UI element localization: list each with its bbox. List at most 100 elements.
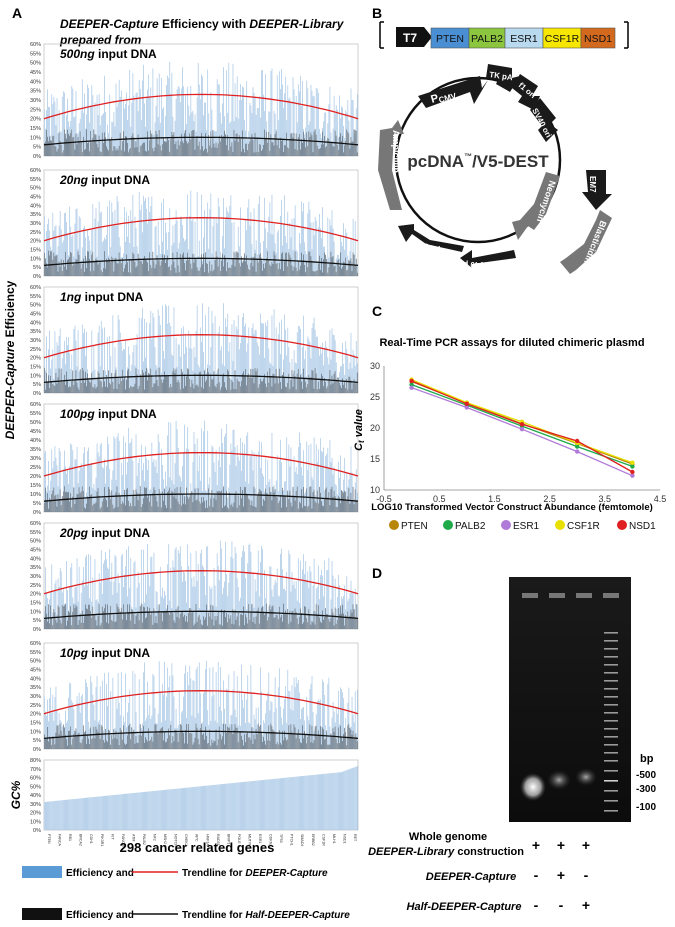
half-efficiency-bar [94,738,96,749]
efficiency-bar [45,451,46,512]
efficiency-bar [203,431,204,512]
half-efficiency-bar [342,491,343,512]
half-efficiency-bar [55,255,57,276]
gc-bar [54,800,56,830]
gc-bar [262,780,263,830]
half-efficiency-bar [289,732,291,749]
gc-bar [62,800,64,830]
half-efficiency-bar [108,150,109,156]
half-efficiency-bar [51,140,53,156]
half-efficiency-bar [158,731,160,749]
half-efficiency-bar [177,379,179,393]
efficiency-bar [201,74,202,156]
half-efficiency-bar [213,269,215,276]
efficiency-bar [265,74,267,156]
half-efficiency-bar [245,261,246,276]
efficiency-bar [321,238,322,276]
efficiency-bar [101,680,103,749]
efficiency-bar [171,245,173,276]
half-efficiency-bar [246,493,247,512]
efficiency-bar [146,208,147,276]
half-efficiency-bar [149,501,150,512]
efficiency-bar [166,486,167,512]
half-efficiency-bar [308,374,310,393]
efficiency-bar [296,600,298,629]
gc-bar [232,783,234,830]
efficiency-subplot: 0%5%10%15%20%25%30%35%40%45%50%55%60%10p… [30,641,359,753]
efficiency-bar [127,712,128,749]
efficiency-bar [269,710,271,749]
half-efficiency-bar [91,617,93,629]
half-efficiency-bar [186,141,187,156]
efficiency-bar [246,81,248,156]
efficiency-bar [201,549,202,629]
efficiency-bar [168,305,170,393]
efficiency-bar [55,125,57,156]
half-efficiency-bar [354,265,356,276]
half-efficiency-bar [276,741,278,749]
half-efficiency-bar [172,371,174,393]
efficiency-bar [186,216,187,276]
pcr-legend-marker [389,520,399,530]
gc-bar [274,778,276,830]
efficiency-bar [206,130,208,156]
half-efficiency-bar [239,732,241,749]
gc-bar [94,796,96,830]
y-tick-label: 5% [33,618,41,624]
row3-sign-3: + [582,897,590,913]
half-efficiency-bar [351,271,353,276]
half-efficiency-bar [337,727,339,749]
half-efficiency-bar [238,505,240,512]
half-efficiency-bar [137,388,139,393]
efficiency-bar [203,567,204,629]
half-efficiency-bar [341,268,342,276]
half-efficiency-bar [251,134,253,156]
half-efficiency-bar [128,613,129,629]
efficiency-bar [112,594,114,629]
half-efficiency-bar [56,383,58,393]
efficiency-bar [166,306,167,393]
half-efficiency-bar [125,505,126,512]
half-efficiency-bar [47,136,48,156]
half-efficiency-bar [297,508,299,512]
half-efficiency-bar [320,378,321,393]
half-efficiency-bar [260,613,261,629]
gc-bar [126,793,127,830]
efficiency-bar [137,734,139,749]
half-efficiency-bar [172,252,174,276]
efficiency-bar [329,726,331,749]
efficiency-bar [294,140,296,156]
half-efficiency-bar [90,382,91,393]
half-efficiency-bar [328,744,330,749]
half-efficiency-bar [310,742,312,749]
half-efficiency-bar [124,376,125,393]
gc-bar [159,790,161,830]
half-efficiency-bar [222,736,223,749]
efficiency-bar [111,562,113,629]
half-efficiency-bar [328,378,330,393]
pcr-point [630,464,635,469]
panel-c-title: Real-Time PCR assays for diluted chimeri… [379,337,644,349]
efficiency-bar [129,354,131,393]
half-efficiency-bar [67,620,68,629]
half-efficiency-bar [255,616,257,629]
efficiency-bar [98,573,100,629]
efficiency-bar [174,224,176,276]
efficiency-bar [341,596,342,629]
half-efficiency-bar [218,382,220,393]
efficiency-bar [262,473,263,512]
half-efficiency-bar [97,147,99,156]
half-efficiency-bar [114,738,116,749]
efficiency-bar [139,210,141,276]
pcr-legend: PTEN PALB2 ESR1 CSF1R NSD1 [389,520,656,532]
half-efficiency-bar [184,263,185,276]
efficiency-bar [253,92,255,156]
gc-bar [270,779,272,830]
efficiency-bar [303,315,304,393]
half-efficiency-bar [243,606,244,629]
half-efficiency-bar [97,371,99,393]
efficiency-bar [294,471,296,512]
half-efficiency-bar [116,148,118,156]
efficiency-bar [157,117,159,156]
efficiency-bar [324,112,326,156]
